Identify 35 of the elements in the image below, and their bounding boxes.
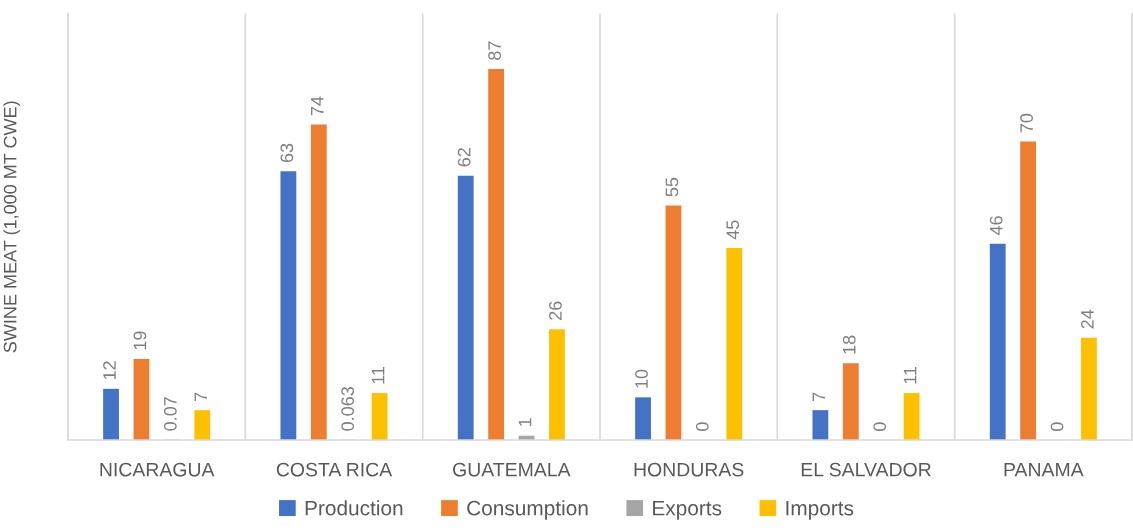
data-label: 11 <box>371 366 385 384</box>
x-tick-label: GUATEMALA <box>453 462 571 477</box>
data-label: 12 <box>103 361 116 380</box>
data-label: 7 <box>194 392 207 401</box>
data-label: 24 <box>1081 309 1094 329</box>
legend-label: Exports <box>653 500 722 520</box>
legend-label: Imports <box>786 500 854 520</box>
y-axis-title: SWINE MEAT (1,000 MT CWE) <box>3 101 21 353</box>
data-label: 1 <box>518 418 532 427</box>
legend-label: Production <box>305 500 403 516</box>
data-label: 0 <box>1050 422 1064 431</box>
x-tick-label: HONDURAS <box>634 462 744 477</box>
data-label: 26 <box>549 301 562 320</box>
data-label: 18 <box>842 335 856 354</box>
data-label: 70 <box>1020 113 1033 133</box>
legend-label: Consumption <box>467 500 588 520</box>
data-label: 87 <box>488 41 501 60</box>
data-label: 11 <box>903 366 917 384</box>
data-label: 10 <box>635 369 648 388</box>
data-label: 62 <box>457 148 471 167</box>
x-tick-label: NICARAGUA <box>100 462 215 477</box>
data-label: 0 <box>695 422 709 431</box>
x-tick-label: PANAMA <box>1004 462 1084 477</box>
data-label: 7 <box>812 392 826 401</box>
data-label: 46 <box>989 216 1003 236</box>
data-label: 45 <box>726 220 740 240</box>
data-label: 74 <box>311 96 324 116</box>
data-label: 63 <box>280 143 294 163</box>
x-tick-label: COSTA RICA <box>276 462 393 477</box>
data-label: 55 <box>665 177 679 197</box>
data-label: 0.063 <box>341 387 355 431</box>
data-label: 0 <box>873 422 887 431</box>
data-label: 0.07 <box>163 397 177 431</box>
data-label: 19 <box>133 331 147 350</box>
x-tick-label: EL SALVADOR <box>801 462 931 477</box>
